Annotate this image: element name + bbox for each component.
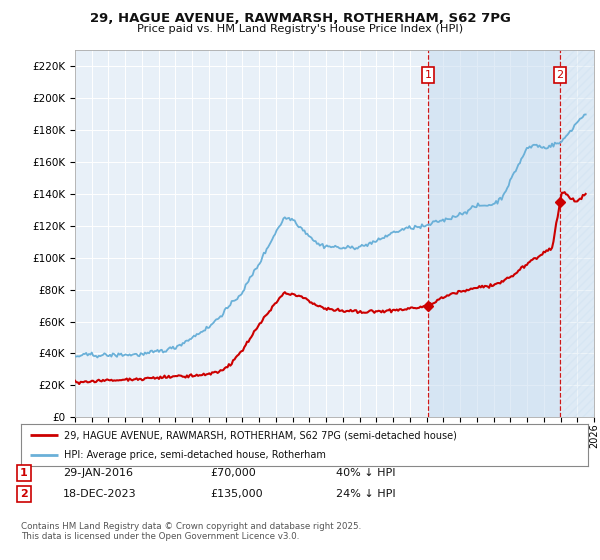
Text: 2: 2 <box>556 70 563 80</box>
Text: 29, HAGUE AVENUE, RAWMARSH, ROTHERHAM, S62 7PG: 29, HAGUE AVENUE, RAWMARSH, ROTHERHAM, S… <box>89 12 511 25</box>
Text: Contains HM Land Registry data © Crown copyright and database right 2025.
This d: Contains HM Land Registry data © Crown c… <box>21 522 361 542</box>
Text: 1: 1 <box>20 468 28 478</box>
Text: 18-DEC-2023: 18-DEC-2023 <box>63 489 137 499</box>
Text: Price paid vs. HM Land Registry's House Price Index (HPI): Price paid vs. HM Land Registry's House … <box>137 24 463 34</box>
Bar <box>560 50 594 417</box>
Text: 29-JAN-2016: 29-JAN-2016 <box>63 468 133 478</box>
Bar <box>428 50 560 417</box>
Text: 24% ↓ HPI: 24% ↓ HPI <box>336 489 395 499</box>
Text: £70,000: £70,000 <box>210 468 256 478</box>
Text: 2: 2 <box>20 489 28 499</box>
Text: 1: 1 <box>424 70 431 80</box>
Text: 29, HAGUE AVENUE, RAWMARSH, ROTHERHAM, S62 7PG (semi-detached house): 29, HAGUE AVENUE, RAWMARSH, ROTHERHAM, S… <box>64 430 457 440</box>
Text: £135,000: £135,000 <box>210 489 263 499</box>
Text: 40% ↓ HPI: 40% ↓ HPI <box>336 468 395 478</box>
Text: HPI: Average price, semi-detached house, Rotherham: HPI: Average price, semi-detached house,… <box>64 450 325 460</box>
